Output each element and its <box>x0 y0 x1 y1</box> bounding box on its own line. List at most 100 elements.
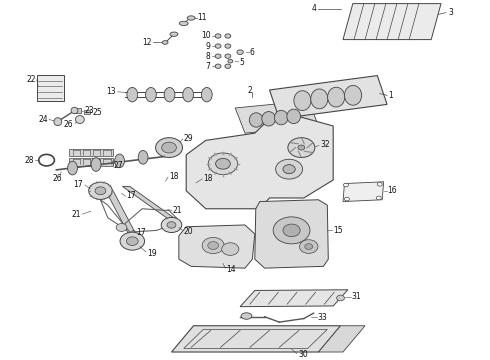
Ellipse shape <box>274 111 288 125</box>
Ellipse shape <box>273 217 310 244</box>
Ellipse shape <box>201 87 212 102</box>
Ellipse shape <box>161 217 182 233</box>
Polygon shape <box>343 182 384 202</box>
Bar <box>74 108 81 113</box>
Ellipse shape <box>249 113 263 127</box>
Ellipse shape <box>337 295 344 301</box>
Text: 28: 28 <box>25 156 34 165</box>
Polygon shape <box>318 326 365 352</box>
Text: 18: 18 <box>169 172 178 181</box>
Text: 20: 20 <box>184 226 194 235</box>
Ellipse shape <box>283 165 295 174</box>
Ellipse shape <box>241 313 252 319</box>
Ellipse shape <box>162 41 168 44</box>
Ellipse shape <box>228 59 233 63</box>
Text: 17: 17 <box>126 191 136 200</box>
Ellipse shape <box>328 87 345 107</box>
Ellipse shape <box>288 138 315 157</box>
Ellipse shape <box>208 153 238 175</box>
Ellipse shape <box>202 237 224 253</box>
Text: 17: 17 <box>136 228 146 237</box>
Ellipse shape <box>54 118 62 126</box>
Text: 12: 12 <box>143 38 152 47</box>
Text: 19: 19 <box>147 248 157 257</box>
Text: 31: 31 <box>352 292 362 301</box>
Ellipse shape <box>75 116 84 123</box>
Text: 24: 24 <box>38 115 48 124</box>
Text: 33: 33 <box>318 313 327 322</box>
Ellipse shape <box>164 87 175 102</box>
Polygon shape <box>255 200 328 268</box>
Ellipse shape <box>126 237 138 246</box>
Text: 16: 16 <box>387 185 397 194</box>
Polygon shape <box>179 225 255 268</box>
Ellipse shape <box>311 89 328 109</box>
Text: 32: 32 <box>320 140 330 149</box>
Ellipse shape <box>156 138 182 157</box>
Text: 18: 18 <box>203 174 213 183</box>
Text: 22: 22 <box>26 75 36 84</box>
Ellipse shape <box>283 224 300 237</box>
Text: 11: 11 <box>197 13 206 22</box>
Ellipse shape <box>170 32 178 36</box>
Ellipse shape <box>225 64 231 68</box>
Ellipse shape <box>225 54 231 58</box>
Text: 1: 1 <box>389 91 393 100</box>
Ellipse shape <box>71 107 78 114</box>
Ellipse shape <box>115 154 124 168</box>
Bar <box>84 110 90 114</box>
Text: 21: 21 <box>173 206 182 215</box>
Ellipse shape <box>344 197 349 201</box>
Text: 8: 8 <box>206 51 211 60</box>
Text: 2: 2 <box>247 86 252 95</box>
Text: 14: 14 <box>226 265 236 274</box>
Ellipse shape <box>215 54 221 58</box>
Text: 23: 23 <box>84 105 94 114</box>
Text: 27: 27 <box>114 161 123 170</box>
Ellipse shape <box>294 91 311 111</box>
Ellipse shape <box>179 21 188 26</box>
Polygon shape <box>186 115 333 209</box>
Text: 25: 25 <box>92 108 102 117</box>
Ellipse shape <box>208 242 219 249</box>
Text: 6: 6 <box>250 48 255 57</box>
Ellipse shape <box>299 240 318 253</box>
Text: 30: 30 <box>298 350 308 359</box>
Text: 21: 21 <box>72 210 81 219</box>
Text: 13: 13 <box>106 86 116 95</box>
Ellipse shape <box>344 85 362 105</box>
Ellipse shape <box>162 142 176 153</box>
Ellipse shape <box>95 187 106 195</box>
Ellipse shape <box>215 34 221 38</box>
Polygon shape <box>270 76 387 119</box>
Text: 26: 26 <box>64 120 74 129</box>
Ellipse shape <box>376 196 381 200</box>
Text: 29: 29 <box>184 134 194 143</box>
Polygon shape <box>105 190 136 235</box>
Ellipse shape <box>138 150 148 164</box>
Polygon shape <box>235 101 318 133</box>
Ellipse shape <box>187 16 195 20</box>
Ellipse shape <box>237 50 244 54</box>
Text: 4: 4 <box>311 4 316 13</box>
Ellipse shape <box>89 182 112 199</box>
Ellipse shape <box>225 34 231 38</box>
Bar <box>69 149 113 156</box>
Polygon shape <box>122 186 175 219</box>
Ellipse shape <box>262 112 275 126</box>
Bar <box>37 75 64 101</box>
Ellipse shape <box>298 145 305 150</box>
Ellipse shape <box>287 109 300 123</box>
Text: 17: 17 <box>74 180 83 189</box>
Ellipse shape <box>120 232 145 250</box>
Bar <box>69 158 113 166</box>
Ellipse shape <box>127 87 138 102</box>
Polygon shape <box>172 326 341 352</box>
Ellipse shape <box>305 244 313 249</box>
Ellipse shape <box>377 183 382 186</box>
Ellipse shape <box>221 243 239 255</box>
Ellipse shape <box>91 158 101 171</box>
Ellipse shape <box>183 87 194 102</box>
Ellipse shape <box>275 159 303 179</box>
Ellipse shape <box>215 44 221 48</box>
